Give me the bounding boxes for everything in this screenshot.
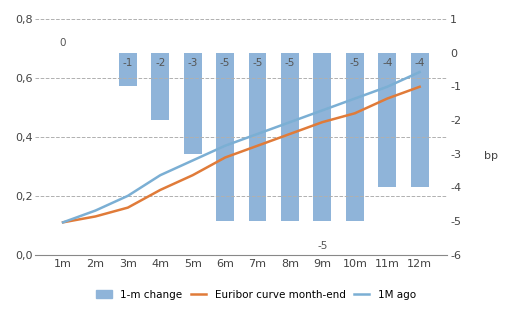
Text: -3: -3 xyxy=(187,58,198,68)
Text: -2: -2 xyxy=(155,58,165,68)
Bar xyxy=(249,53,266,221)
Bar xyxy=(411,53,429,188)
Bar xyxy=(152,53,169,120)
Text: -5: -5 xyxy=(350,58,360,68)
Text: -1: -1 xyxy=(123,58,133,68)
Bar xyxy=(216,53,234,221)
Text: -4: -4 xyxy=(382,58,392,68)
Text: -4: -4 xyxy=(414,58,425,68)
Text: -5: -5 xyxy=(252,58,263,68)
Bar xyxy=(184,53,202,154)
Legend: 1-m change, Euribor curve month-end, 1M ago: 1-m change, Euribor curve month-end, 1M … xyxy=(92,285,420,304)
Bar xyxy=(346,53,364,221)
Bar xyxy=(313,53,331,221)
Text: -5: -5 xyxy=(285,58,295,68)
Bar xyxy=(119,53,137,86)
Text: bp: bp xyxy=(484,151,498,161)
Text: -5: -5 xyxy=(220,58,230,68)
Bar xyxy=(281,53,299,221)
Text: -5: -5 xyxy=(317,241,328,251)
Bar xyxy=(378,53,396,188)
Text: 0: 0 xyxy=(60,38,66,48)
